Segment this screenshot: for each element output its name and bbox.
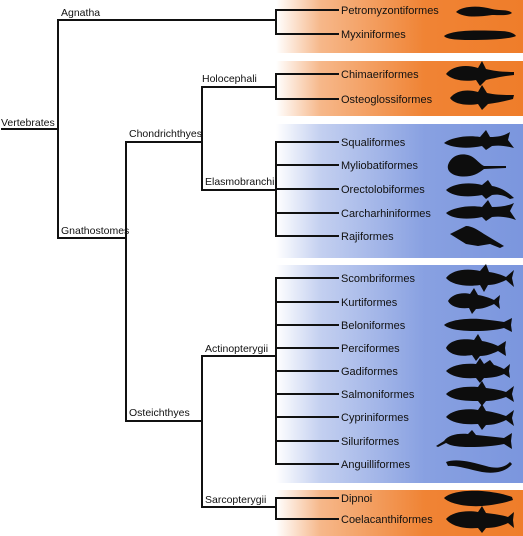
coelacanth-silhouette-icon — [446, 506, 514, 533]
tip-label: Scombriformes — [341, 273, 415, 285]
fish-silhouette-icon — [446, 334, 506, 361]
chimaera-silhouette-icon — [446, 61, 514, 86]
eel-silhouette-icon — [446, 460, 512, 473]
tip-label: Rajiformes — [341, 231, 394, 243]
tip-label: Siluriformes — [341, 436, 400, 448]
fish-silhouette-icon — [448, 288, 500, 314]
tip-label: Osteoglossiformes — [341, 94, 433, 106]
tip-label: Orectolobiformes — [341, 184, 425, 196]
tip-label: Dipnoi — [341, 493, 372, 505]
clade-label-agnatha: Agnatha — [61, 7, 100, 19]
clade-label-actinopterygii: Actinopterygii — [205, 343, 268, 355]
clade-labels: Vertebrates Agnatha Gnathostomes Chondri… — [1, 7, 277, 506]
clade-label-chondrichthyes: Chondrichthyes — [129, 128, 202, 140]
clade-label-elasmobranchii: Elasmobranchii — [205, 176, 277, 188]
catfish-silhouette-icon — [436, 430, 512, 449]
ray-silhouette-icon — [447, 154, 506, 177]
clade-label-gnathostomes: Gnathostomes — [61, 225, 129, 237]
clade-label-holocephali: Holocephali — [202, 73, 257, 85]
hagfish-silhouette-icon — [444, 30, 516, 40]
tip-label: Coelacanthiformes — [341, 514, 433, 526]
tip-label: Cypriniformes — [341, 412, 409, 424]
tree-branches — [1, 9, 339, 520]
fish-silhouette-icon — [446, 381, 514, 406]
tip-label: Salmoniformes — [341, 389, 415, 401]
fish-silhouette-icon — [444, 318, 512, 332]
tip-label: Chimaeriformes — [341, 69, 419, 81]
ray-silhouette-icon — [450, 226, 504, 248]
tip-label: Carcharhiniformes — [341, 208, 431, 220]
tip-label: Kurtiformes — [341, 297, 398, 309]
tip-label: Beloniformes — [341, 320, 406, 332]
clade-label-osteichthyes: Osteichthyes — [129, 407, 190, 419]
lamprey-silhouette-icon — [456, 6, 512, 17]
tip-label: Squaliformes — [341, 137, 406, 149]
tip-label: Anguilliformes — [341, 459, 411, 471]
shark-silhouette-icon — [446, 180, 514, 199]
tip-label: Myliobatiformes — [341, 160, 419, 172]
fish-silhouette-icon — [446, 358, 510, 383]
chimaera-silhouette-icon — [450, 85, 514, 110]
tip-label: Myxiniformes — [341, 29, 406, 41]
shark-silhouette-icon — [446, 200, 516, 221]
clade-label-sarcopterygii: Sarcopterygii — [205, 494, 266, 506]
tip-labels: Petromyzontiformes Myxiniformes Chimaeri… — [341, 5, 439, 526]
fish-silhouette-icon — [446, 404, 514, 430]
fish-silhouette-icon — [446, 264, 514, 292]
tip-label: Gadiformes — [341, 366, 398, 378]
silhouettes — [436, 6, 516, 533]
lungfish-silhouette-icon — [444, 490, 513, 507]
tip-label: Perciformes — [341, 343, 400, 355]
tip-label: Petromyzontiformes — [341, 5, 439, 17]
root-label: Vertebrates — [1, 117, 55, 129]
shark-silhouette-icon — [444, 130, 514, 150]
